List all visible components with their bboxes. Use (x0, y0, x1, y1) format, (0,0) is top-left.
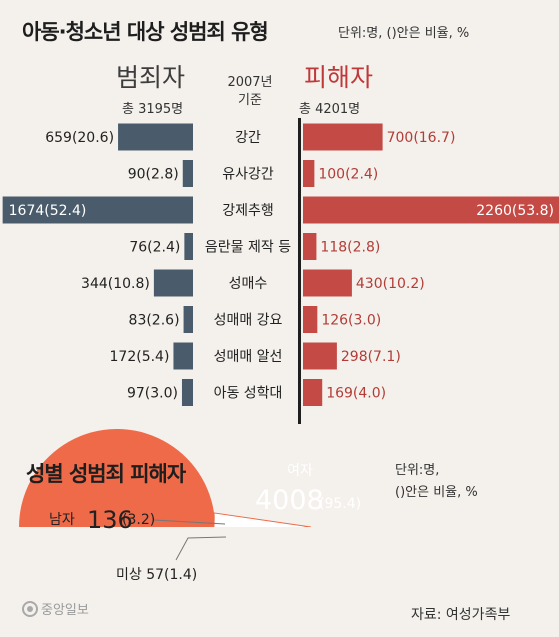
offender-total: 총 3195명 (122, 102, 184, 117)
center-divider (298, 118, 301, 424)
category-label: 유사강간 (222, 167, 274, 183)
offender-bar (183, 306, 193, 333)
offender-bar (182, 160, 193, 187)
offender-value-label: 1674(52.4) (9, 203, 87, 219)
offender-bar (181, 379, 193, 406)
year-label: 2007년 (227, 75, 273, 90)
victim-value-label: 169(4.0) (326, 386, 386, 402)
logo-text: 중앙일보 (41, 603, 89, 618)
victim-bar (303, 196, 559, 224)
male-percent: (3.2) (122, 512, 155, 528)
category-label: 성매수 (229, 276, 268, 292)
unknown-leader-line (175, 536, 227, 561)
victim-header: 피해자 (304, 63, 374, 92)
offender-bar (173, 342, 193, 370)
offender-bar (2, 196, 194, 224)
pie-unit-line2: ()안은 비율, % (395, 485, 478, 500)
category-label: 성매매 강요 (214, 313, 283, 329)
male-leader-line (153, 519, 226, 525)
female-value: 4008 (255, 485, 324, 516)
unknown-label: 미상 57(1.4) (116, 567, 197, 583)
offender-value-label: 90(2.8) (128, 167, 179, 183)
publisher-logo: 중앙일보 (22, 599, 89, 618)
logo-icon (22, 600, 38, 617)
category-label: 강제추행 (222, 203, 274, 219)
offender-header: 범죄자 (116, 63, 186, 92)
offender-bar (118, 123, 193, 151)
unit-note: 단위:명, ()안은 비율, % (338, 26, 470, 41)
year-header: 2007년 기준 (210, 74, 290, 110)
pie-unit-note: 단위:명, ()안은 비율, % (395, 460, 478, 504)
offender-value-label: 344(10.8) (81, 276, 150, 292)
male-label: 남자 (49, 512, 75, 528)
victim-bar (303, 342, 337, 370)
category-label: 아동 성학대 (214, 386, 283, 402)
page-title: 아동·청소년 대상 성범죄 유형 (22, 20, 269, 44)
victim-value-label: 298(7.1) (341, 349, 401, 365)
victim-bar (303, 306, 318, 333)
offender-bar (184, 233, 193, 260)
category-label: 성매매 알선 (214, 349, 283, 365)
male-value: 136 (87, 506, 133, 534)
category-label: 음란물 제작 등 (205, 240, 291, 256)
offender-value-label: 97(3.0) (127, 386, 178, 402)
offender-value-label: 76(2.4) (129, 240, 180, 256)
offender-value-label: 172(5.4) (110, 349, 170, 365)
victim-bar (303, 269, 352, 297)
pie-unit-line1: 단위:명, (395, 463, 440, 478)
victim-value-label: 100(2.4) (318, 167, 378, 183)
victim-bar (303, 160, 315, 187)
victim-value-label: 118(2.8) (320, 240, 380, 256)
victim-total: 총 4201명 (299, 102, 361, 117)
pie-crop-mask (0, 527, 559, 637)
female-percent: (95.4) (319, 496, 361, 512)
victim-bar (303, 379, 323, 406)
victim-bar (303, 233, 317, 260)
offender-value-label: 83(2.6) (129, 313, 180, 329)
victim-value-label: 126(3.0) (321, 313, 381, 329)
source-note: 자료: 여성가족부 (411, 607, 511, 623)
victim-value-label: 2260(53.8) (476, 203, 554, 219)
offender-bar (153, 269, 193, 297)
female-label: 여자 (287, 463, 313, 479)
offender-value-label: 659(20.6) (45, 130, 114, 146)
victim-value-label: 430(10.2) (356, 276, 425, 292)
basis-label: 기준 (238, 93, 262, 108)
category-label: 강간 (235, 130, 261, 146)
victim-bar (303, 123, 383, 151)
victim-value-label: 700(16.7) (387, 130, 456, 146)
pie-title: 성별 성범죄 피해자 (26, 462, 186, 486)
